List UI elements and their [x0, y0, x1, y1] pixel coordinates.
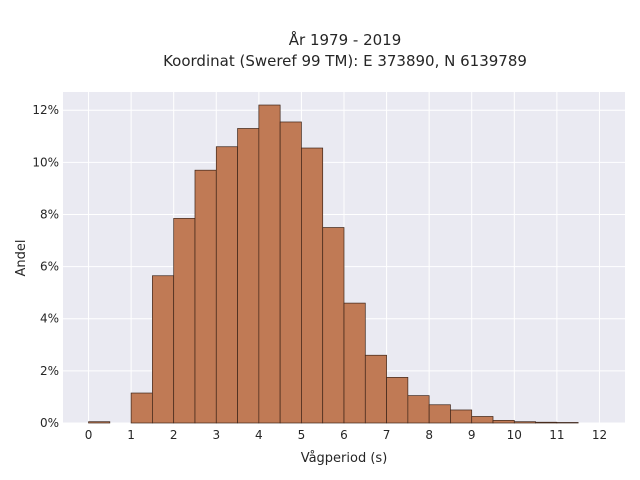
y-tick-label: 2% — [40, 364, 59, 378]
y-tick-label: 12% — [32, 103, 59, 117]
x-tick-label: 2 — [170, 428, 178, 442]
y-axis-label: Andel — [14, 240, 29, 277]
histogram-bar — [407, 395, 430, 424]
histogram-bar — [492, 420, 515, 424]
y-tick-label: 0% — [40, 416, 59, 430]
y-axis-ticks: 0% 2% 4% 6% 8% 10% 12% — [32, 103, 59, 430]
histogram-bar — [301, 147, 324, 424]
histogram-bar — [450, 409, 473, 424]
y-tick-label: 10% — [32, 155, 59, 169]
x-tick-label: 1 — [127, 428, 135, 442]
x-tick-label: 3 — [212, 428, 220, 442]
histogram-bar — [343, 302, 366, 424]
x-tick-label: 6 — [340, 428, 348, 442]
chart-title-line-2: Koordinat (Sweref 99 TM): E 373890, N 61… — [163, 52, 527, 70]
x-tick-label: 12 — [592, 428, 607, 442]
histogram-bar — [364, 354, 387, 424]
histogram-bar — [173, 218, 196, 424]
x-axis-label: Vågperiod (s) — [301, 451, 388, 466]
histogram-bar — [513, 421, 536, 424]
y-tick-label: 6% — [40, 260, 59, 274]
histogram-bar — [556, 422, 579, 424]
histogram-bar — [152, 275, 175, 424]
histogram-bar — [237, 128, 260, 424]
histogram-bar — [194, 169, 217, 424]
x-tick-label: 10 — [507, 428, 522, 442]
histogram-bar — [428, 404, 451, 424]
y-tick-label: 8% — [40, 207, 59, 221]
histogram-bar — [88, 421, 111, 424]
histogram-bar — [471, 416, 494, 424]
bars — [88, 104, 579, 424]
x-tick-label: 5 — [298, 428, 306, 442]
x-tick-label: 4 — [255, 428, 263, 442]
chart-title-line-1: År 1979 - 2019 — [289, 30, 402, 49]
histogram-bar — [215, 146, 238, 424]
y-tick-label: 4% — [40, 312, 59, 326]
x-tick-label: 0 — [85, 428, 93, 442]
histogram-bar — [386, 377, 409, 424]
histogram-bar — [322, 227, 345, 424]
histogram-bar — [279, 121, 302, 424]
x-tick-label: 8 — [425, 428, 433, 442]
x-axis-ticks: 0 1 2 3 4 5 6 7 8 9 10 11 12 — [85, 428, 607, 442]
x-tick-label: 7 — [383, 428, 391, 442]
x-tick-label: 9 — [468, 428, 476, 442]
histogram-bar — [535, 421, 558, 424]
histogram-bar — [258, 104, 281, 424]
x-tick-label: 11 — [549, 428, 564, 442]
histogram-bar — [130, 392, 153, 424]
